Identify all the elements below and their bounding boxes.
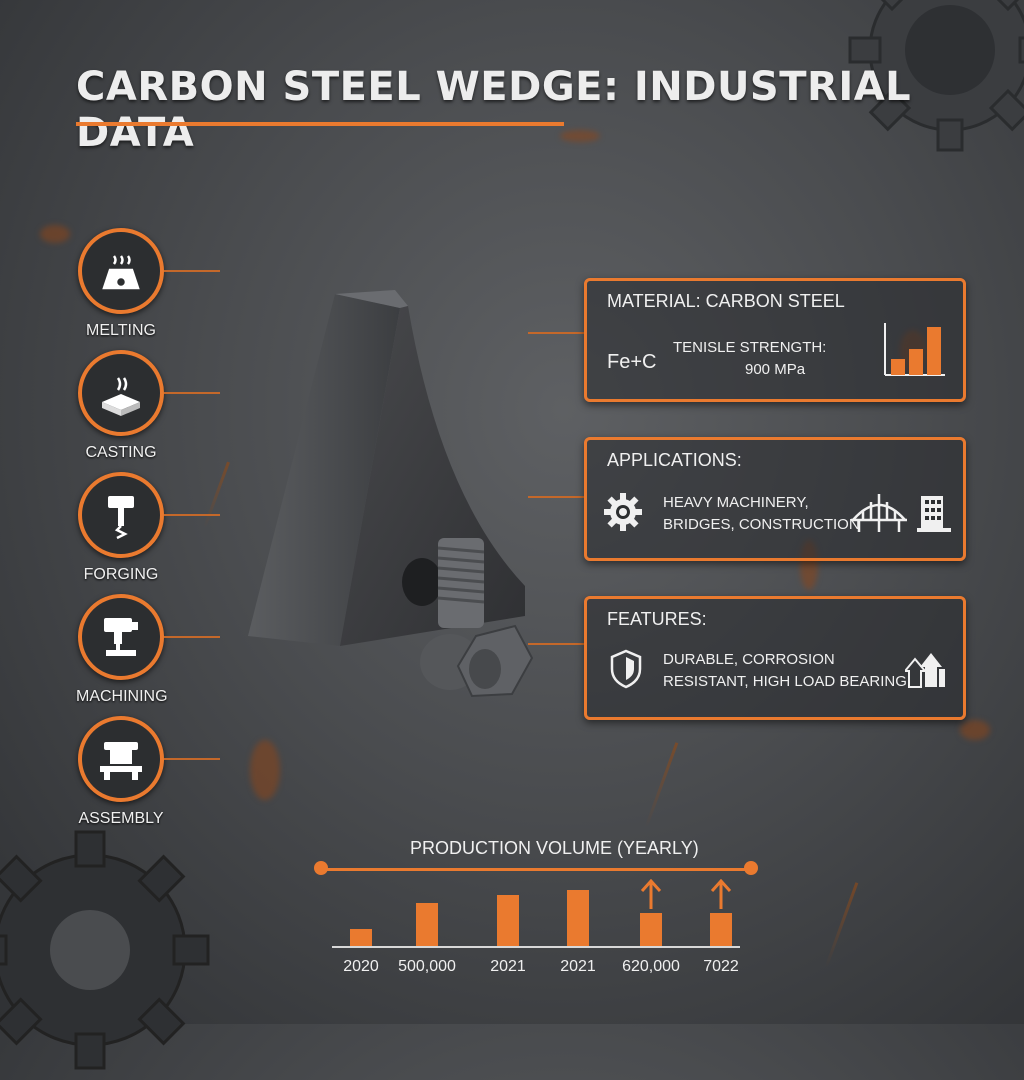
chart-bar — [497, 895, 519, 946]
strength-label: TENISLE STRENGTH: — [673, 339, 827, 356]
panel-heading: MATERIAL: CARBON STEEL — [607, 291, 845, 311]
lathe-icon — [78, 594, 164, 680]
panel-heading: APPLICATIONS: — [607, 450, 742, 470]
shield-icon — [610, 649, 642, 689]
title-underline — [76, 122, 564, 126]
applications-line2: BRIDGES, CONSTRUCTION — [663, 516, 860, 533]
strength-value: 900 MPa — [745, 361, 806, 378]
hammer-icon — [78, 472, 164, 558]
applications-line1: HEAVY MACHINERY, — [663, 494, 809, 511]
furnace-icon — [78, 228, 164, 314]
process-step-label: ASSEMBLY — [78, 810, 164, 827]
steel-wedge-illustration — [248, 290, 534, 698]
chart-title: PRODUCTION VOLUME (YEARLY) — [410, 838, 699, 858]
chart-bar — [710, 913, 732, 946]
connector-line — [164, 514, 220, 516]
load-arrows-icon — [905, 653, 945, 688]
connector-line — [164, 758, 220, 760]
connector-line — [164, 270, 220, 272]
growth-arrow-icon — [710, 879, 732, 909]
building-icon — [917, 496, 951, 532]
process-step-label: MACHINING — [76, 688, 168, 705]
chart-tick-label: 620,000 — [622, 958, 680, 975]
chart-bar — [416, 903, 438, 946]
mold-icon — [78, 350, 164, 436]
assembly-icon — [78, 716, 164, 802]
connector-line — [528, 332, 584, 334]
features-line2: RESISTANT, HIGH LOAD BEARING — [663, 673, 907, 690]
process-step-casting: CASTING — [76, 350, 220, 462]
chart-bar — [350, 929, 372, 946]
gear-decoration-top-right — [848, 0, 1024, 152]
chart-tick-label: 2021 — [490, 958, 526, 975]
gear-decoration-bottom-left — [0, 830, 210, 1070]
timeline-start-dot — [314, 861, 328, 875]
chart-tick-label: 2021 — [560, 958, 596, 975]
connector-line — [528, 496, 584, 498]
chart-tick-label: 500,000 — [398, 958, 456, 975]
process-step-label: FORGING — [83, 566, 159, 583]
applications-panel: APPLICATIONS: HEAVY MACHINERY, BRIDGES, … — [584, 437, 966, 561]
timeline-end-dot — [744, 861, 758, 875]
bolt-icon — [420, 538, 534, 698]
process-step-assembly: ASSEMBLY — [76, 716, 220, 828]
features-line1: DURABLE, CORROSION — [663, 651, 835, 668]
process-step-melting: MELTING — [76, 228, 220, 340]
process-step-label: MELTING — [86, 322, 156, 339]
chart-tick-label: 2020 — [343, 958, 379, 975]
chart-axis — [332, 946, 740, 948]
bridge-icon — [851, 494, 907, 532]
connector-line — [528, 643, 584, 645]
process-step-label: CASTING — [85, 444, 157, 461]
bar-chart-icon — [884, 323, 945, 376]
gear-icon — [604, 493, 642, 531]
page-title: CARBON STEEL WEDGE: INDUSTRIAL DATA — [76, 64, 912, 156]
growth-arrow-icon — [640, 879, 662, 909]
connector-line — [164, 392, 220, 394]
material-panel: MATERIAL: CARBON STEEL Fe+C TENISLE STRE… — [584, 278, 966, 402]
connector-line — [164, 636, 220, 638]
process-step-forging: FORGING — [76, 472, 220, 584]
chart-bar — [567, 890, 589, 946]
process-step-machining: MACHINING — [76, 594, 220, 706]
panel-heading: FEATURES: — [607, 609, 707, 629]
features-panel: FEATURES: DURABLE, CORROSION RESISTANT, … — [584, 596, 966, 720]
chart-bar — [640, 913, 662, 946]
chemical-formula: Fe+C — [607, 351, 657, 373]
chart-timeline — [320, 868, 752, 871]
chart-tick-label: 7022 — [703, 958, 739, 975]
